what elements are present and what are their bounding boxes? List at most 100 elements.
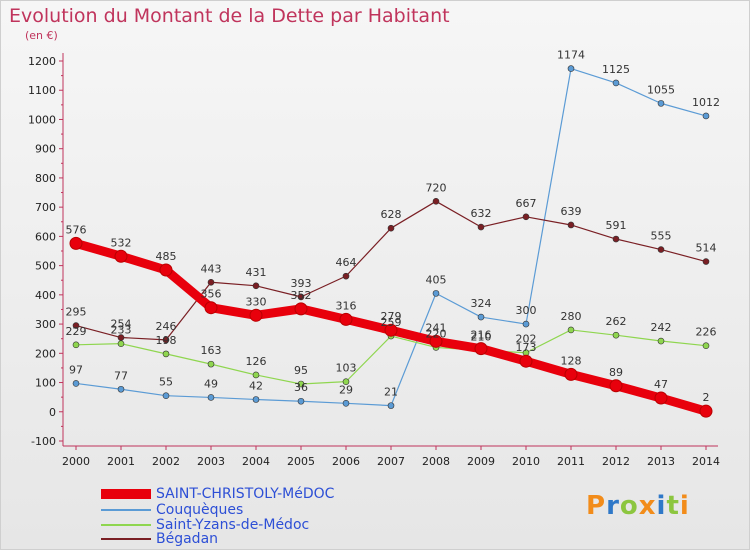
x-tick-label: 2008 xyxy=(422,455,450,468)
data-label: 49 xyxy=(204,377,218,390)
data-label: 42 xyxy=(249,379,263,392)
data-label: 128 xyxy=(561,354,582,367)
data-label: 262 xyxy=(606,315,627,328)
x-tick-label: 2002 xyxy=(152,455,180,468)
y-tick-label: 1100 xyxy=(28,84,56,97)
data-label: 1125 xyxy=(602,63,630,76)
data-label: 216 xyxy=(471,329,492,342)
data-label: 356 xyxy=(201,288,222,301)
data-point xyxy=(297,397,305,405)
data-point xyxy=(342,272,350,280)
data-label: 514 xyxy=(696,242,717,255)
data-label: 1055 xyxy=(647,83,675,96)
data-point xyxy=(297,380,305,388)
y-tick-label: 600 xyxy=(35,230,56,243)
data-point xyxy=(522,213,530,221)
data-point xyxy=(699,404,713,418)
data-point xyxy=(567,65,575,72)
y-tick-label: 300 xyxy=(35,318,56,331)
data-point xyxy=(609,379,623,393)
x-tick-label: 2013 xyxy=(647,455,675,468)
data-point xyxy=(657,246,665,253)
data-point xyxy=(72,380,80,387)
data-label: 300 xyxy=(516,304,537,317)
data-point xyxy=(69,236,83,250)
data-label: 443 xyxy=(201,262,222,275)
data-label: 173 xyxy=(516,341,537,354)
data-label: 77 xyxy=(114,369,128,382)
data-point xyxy=(564,367,578,381)
x-tick-label: 2005 xyxy=(287,455,315,468)
legend-label: Saint-Yzans-de-Médoc xyxy=(156,517,310,533)
x-tick-label: 2006 xyxy=(332,455,360,468)
legend-label: Bégadan xyxy=(156,531,219,547)
legend-swatch xyxy=(101,509,151,511)
data-point xyxy=(159,263,173,277)
data-point xyxy=(207,360,215,368)
y-tick-label: 1000 xyxy=(28,113,56,126)
data-point xyxy=(252,396,260,403)
data-label: 220 xyxy=(426,327,447,340)
chart-title: Evolution du Montant de la Dette par Hab… xyxy=(9,5,450,27)
data-label: 720 xyxy=(426,181,447,194)
y-tick-label: 400 xyxy=(35,289,56,302)
y-tick-label: 100 xyxy=(35,377,56,390)
y-tick-label: 0 xyxy=(49,406,56,419)
y-tick-label: 200 xyxy=(35,347,56,360)
y-tick-label: 1200 xyxy=(28,55,56,68)
data-point xyxy=(114,249,128,263)
data-point xyxy=(204,301,218,315)
data-point xyxy=(432,198,440,205)
data-label: 210 xyxy=(471,330,492,343)
data-label: 259 xyxy=(381,316,402,329)
data-label: 233 xyxy=(111,324,132,337)
data-label: 639 xyxy=(561,205,582,218)
data-point xyxy=(162,336,170,344)
x-tick-label: 2003 xyxy=(197,455,225,468)
data-label: 576 xyxy=(66,223,87,236)
data-label: 485 xyxy=(156,250,177,263)
data-label: 241 xyxy=(426,321,447,334)
y-tick-label: 500 xyxy=(35,260,56,273)
data-point xyxy=(162,350,170,358)
x-tick-label: 2001 xyxy=(107,455,135,468)
data-label: 103 xyxy=(336,362,357,375)
data-point xyxy=(72,322,80,329)
y-tick-label: -100 xyxy=(31,435,56,448)
data-point xyxy=(612,331,620,339)
data-label: 29 xyxy=(339,383,353,396)
data-label: 352 xyxy=(291,289,312,302)
data-point xyxy=(249,308,263,322)
data-label: 632 xyxy=(471,207,492,220)
data-point xyxy=(207,394,215,401)
data-label: 198 xyxy=(156,334,177,347)
data-label: 279 xyxy=(381,310,402,323)
data-label: 295 xyxy=(66,306,87,319)
y-tick-label: 800 xyxy=(35,172,56,185)
data-point xyxy=(702,342,710,350)
data-point xyxy=(294,302,308,316)
data-point xyxy=(252,371,260,379)
data-point xyxy=(567,326,575,334)
data-label: 95 xyxy=(294,364,308,377)
data-label: 1174 xyxy=(557,49,585,62)
x-tick-label: 2007 xyxy=(377,455,405,468)
data-point xyxy=(657,100,665,107)
data-label: 2 xyxy=(703,391,710,404)
data-label: 55 xyxy=(159,376,173,389)
data-label: 254 xyxy=(111,318,132,331)
data-point xyxy=(117,385,125,393)
legend-swatch xyxy=(101,524,151,526)
data-label: 464 xyxy=(336,256,357,269)
data-point xyxy=(117,340,125,347)
data-point xyxy=(477,223,485,231)
proxiti-logo: Proxiti xyxy=(586,491,690,521)
data-label: 628 xyxy=(381,208,402,221)
data-point xyxy=(657,337,665,345)
y-tick-label: 900 xyxy=(35,143,56,156)
data-point xyxy=(567,221,575,229)
legend-label: SAINT-CHRISTOLY-MéDOC xyxy=(156,486,335,502)
data-point xyxy=(162,392,170,399)
